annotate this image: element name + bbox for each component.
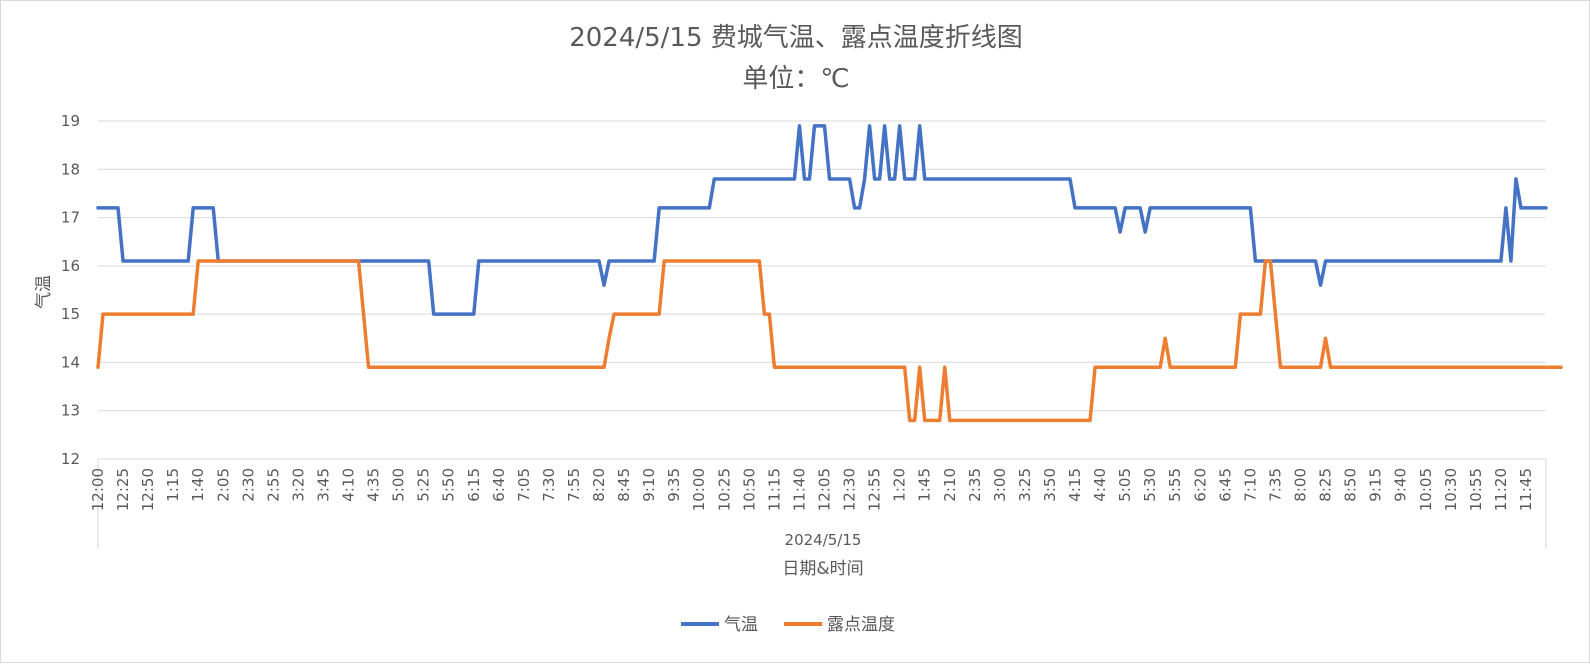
x-tick-label: 7:35 bbox=[1266, 468, 1284, 502]
y-tick-label: 18 bbox=[61, 160, 80, 178]
x-tick-label: 2:35 bbox=[966, 468, 984, 502]
x-tick-label: 5:50 bbox=[440, 468, 458, 502]
y-tick-label: 13 bbox=[61, 402, 80, 420]
x-tick-label: 2:05 bbox=[214, 468, 232, 502]
x-tick-label: 10:50 bbox=[740, 468, 758, 511]
x-tick-label: 6:20 bbox=[1191, 468, 1209, 502]
y-tick-label: 12 bbox=[61, 450, 80, 468]
x-tick-label: 2:30 bbox=[239, 468, 257, 502]
x-tick-label: 8:45 bbox=[615, 468, 633, 502]
x-tick-label: 4:10 bbox=[340, 468, 358, 502]
y-tick-label: 17 bbox=[61, 209, 80, 227]
y-axis: 12 13 14 15 16 17 18 19 bbox=[61, 112, 80, 468]
x-tick-label: 4:35 bbox=[365, 468, 383, 502]
x-tick-label: 10:55 bbox=[1467, 468, 1485, 511]
x-tick-label: 12:30 bbox=[841, 468, 859, 511]
x-tick-label: 5:25 bbox=[415, 468, 433, 502]
x-tick-label: 3:20 bbox=[289, 468, 307, 502]
x-axis: 12:00 12:25 12:50 1:15 1:40 2:05 2:30 2:55 3:20 3… bbox=[89, 459, 1547, 549]
legend: 气温 露点温度 bbox=[681, 615, 895, 635]
chart-title: 2024/5/15 费城气温、露点温度折线图 bbox=[569, 23, 1023, 53]
x-tick-label: 11:40 bbox=[790, 468, 808, 511]
y-axis-title: 气温 bbox=[34, 275, 54, 309]
x-tick-label: 10:00 bbox=[690, 468, 708, 511]
x-tick-label: 4:15 bbox=[1066, 468, 1084, 502]
y-tick-label: 14 bbox=[61, 353, 80, 371]
x-tick-label: 10:30 bbox=[1442, 468, 1460, 511]
chart-subtitle: 单位：℃ bbox=[742, 64, 849, 94]
legend-label-2: 露点温度 bbox=[827, 615, 895, 635]
x-tick-label: 6:15 bbox=[465, 468, 483, 502]
x-tick-label: 7:30 bbox=[540, 468, 558, 502]
x-tick-label: 6:45 bbox=[1216, 468, 1234, 502]
x-tick-label: 8:00 bbox=[1291, 468, 1309, 502]
x-tick-label: 12:25 bbox=[114, 468, 132, 511]
x-tick-label: 11:15 bbox=[765, 468, 783, 511]
y-tick-label: 16 bbox=[61, 257, 80, 275]
x-axis-title: 日期&时间 bbox=[782, 559, 863, 579]
x-tick-label: 12:05 bbox=[816, 468, 834, 511]
x-tick-label: 3:00 bbox=[991, 468, 1009, 502]
x-tick-label: 3:25 bbox=[1016, 468, 1034, 502]
x-tick-label: 1:20 bbox=[891, 468, 909, 502]
legend-label-1: 气温 bbox=[724, 615, 758, 635]
x-tick-label: 9:35 bbox=[665, 468, 683, 502]
x-tick-label: 11:20 bbox=[1492, 468, 1510, 511]
series-lines bbox=[96, 124, 1563, 423]
x-tick-label: 10:05 bbox=[1417, 468, 1435, 511]
x-tick-label: 9:10 bbox=[640, 468, 658, 502]
x-tick-label: 10:25 bbox=[715, 468, 733, 511]
x-tick-label: 5:30 bbox=[1141, 468, 1159, 502]
series-line-2 bbox=[96, 259, 1563, 423]
x-tick-label: 5:05 bbox=[1116, 468, 1134, 502]
x-tick-label: 3:45 bbox=[314, 468, 332, 502]
x-tick-label: 4:40 bbox=[1091, 468, 1109, 502]
gridlines bbox=[98, 120, 1546, 460]
x-tick-label: 5:00 bbox=[390, 468, 408, 502]
x-tick-label: 9:15 bbox=[1367, 468, 1385, 502]
x-tick-label: 5:55 bbox=[1166, 468, 1184, 502]
x-tick-label: 12:00 bbox=[89, 468, 107, 511]
x-tick-label: 12:55 bbox=[866, 468, 884, 511]
x-tick-label: 7:55 bbox=[565, 468, 583, 502]
x-tick-label: 8:25 bbox=[1317, 468, 1335, 502]
x-tick-label: 9:40 bbox=[1392, 468, 1410, 502]
x-tick-label: 2:55 bbox=[264, 468, 282, 502]
x-group-label: 2024/5/15 bbox=[785, 531, 862, 549]
x-tick-label: 8:50 bbox=[1342, 468, 1360, 502]
y-tick-label: 19 bbox=[61, 112, 80, 130]
x-tick-label: 7:05 bbox=[515, 468, 533, 502]
x-tick-label: 7:10 bbox=[1241, 468, 1259, 502]
x-tick-label: 11:45 bbox=[1517, 468, 1535, 511]
x-tick-label: 6:40 bbox=[490, 468, 508, 502]
y-tick-label: 15 bbox=[61, 305, 80, 323]
x-tick-label: 12:50 bbox=[139, 468, 157, 511]
series-line-1 bbox=[96, 124, 1548, 316]
x-tick-label: 8:20 bbox=[590, 468, 608, 502]
x-tick-label: 1:45 bbox=[916, 468, 934, 502]
x-tick-label: 1:15 bbox=[164, 468, 182, 502]
x-tick-label: 1:40 bbox=[189, 468, 207, 502]
x-tick-label: 3:50 bbox=[1041, 468, 1059, 502]
x-tick-label: 2:10 bbox=[941, 468, 959, 502]
